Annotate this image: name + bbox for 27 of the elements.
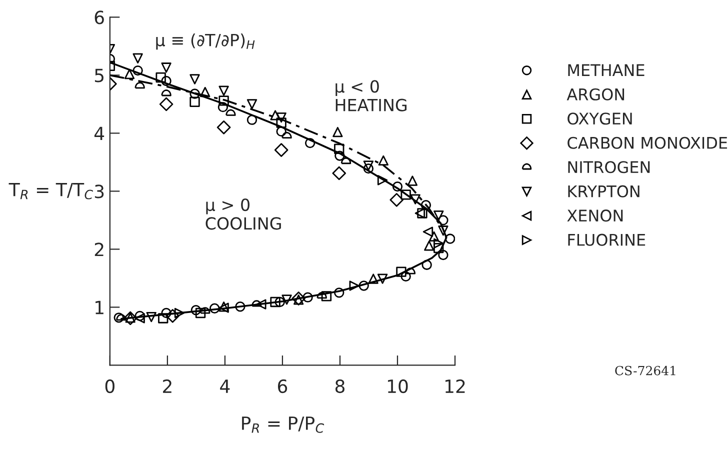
x-tick-label: 4 — [220, 380, 230, 393]
y-tick-label: 2 — [94, 242, 104, 256]
legend-label: METHANE — [568, 64, 644, 76]
x-tick-label: 12 — [445, 379, 465, 393]
text: CS-72641 — [615, 366, 676, 376]
y-tick-label: 3 — [94, 184, 104, 198]
y-tick-label: 1 — [96, 300, 104, 314]
x-tick-label: 0 — [105, 379, 114, 394]
y-axis-title: T$_{R}$ = T/T$_{C}$ — [8, 183, 94, 200]
x-tick-label: 10 — [388, 379, 408, 394]
x-tick-label: 2 — [163, 379, 172, 393]
y-tick-label: 5 — [94, 68, 104, 82]
x-axis-title: P$_{R}$ = P/P$_{C}$ — [242, 416, 324, 433]
legend-label: OXYGEN — [568, 112, 632, 125]
annotation: μ < 0 HEATING — [336, 80, 407, 112]
legend-label: NITROGEN — [568, 161, 650, 174]
x-tick-label: 6 — [278, 379, 288, 394]
x-tick-label: 8 — [335, 379, 344, 394]
legend-label: KRYPTON — [568, 185, 640, 198]
legend-label: FLUORINE — [568, 234, 646, 246]
legend-label: CARBON MONOXIDE — [568, 136, 728, 149]
annotation: μ ≡ (∂T/∂P)$_{H}$ — [156, 33, 255, 50]
annotation: μ > 0 COOLING — [206, 198, 281, 230]
legend-label: XENON — [567, 210, 623, 222]
y-tick-label: 4 — [94, 126, 104, 140]
legend-label: ARGON — [566, 88, 624, 100]
y-tick-label: 6 — [94, 10, 104, 24]
